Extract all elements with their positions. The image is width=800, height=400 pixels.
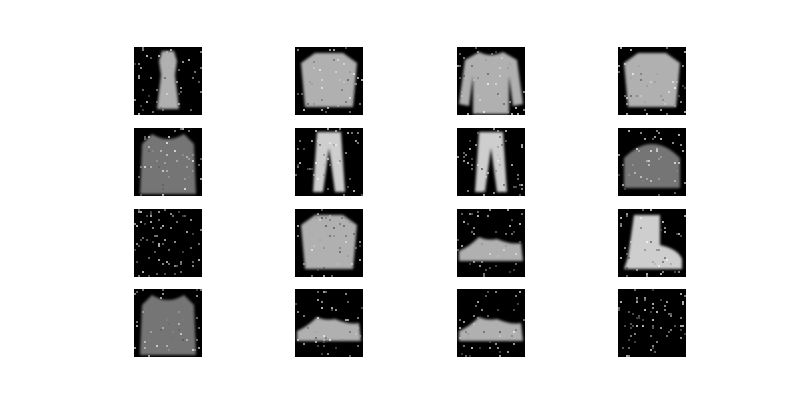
generated-tile-r2c1 [134,128,202,196]
generated-tile-r2c4 [618,128,686,196]
tile-image [618,47,686,115]
generated-tile-r3c4 [618,209,686,277]
generated-tile-r4c3 [457,289,525,357]
tile-image [618,289,686,357]
tile-image [134,47,202,115]
tile-image [618,209,686,277]
generated-tile-r3c1 [134,209,202,277]
tile-image [618,128,686,196]
generated-tile-r1c2 [295,47,363,115]
tile-image [134,209,202,277]
tile-image [295,209,363,277]
generated-tile-r1c1 [134,47,202,115]
generated-tile-r3c2 [295,209,363,277]
tile-image [457,47,525,115]
generated-tile-r2c3 [457,128,525,196]
tile-image [295,289,363,357]
tile-image [295,128,363,196]
tile-image [457,209,525,277]
generated-tile-r2c2 [295,128,363,196]
generated-tile-r1c3 [457,47,525,115]
generated-tile-r1c4 [618,47,686,115]
tile-image [134,289,202,357]
tile-image [457,128,525,196]
tile-image [295,47,363,115]
generated-tile-r3c3 [457,209,525,277]
generated-tile-r4c4 [618,289,686,357]
generated-tile-r4c1 [134,289,202,357]
generated-tile-r4c2 [295,289,363,357]
tile-image [134,128,202,196]
tile-image [457,289,525,357]
